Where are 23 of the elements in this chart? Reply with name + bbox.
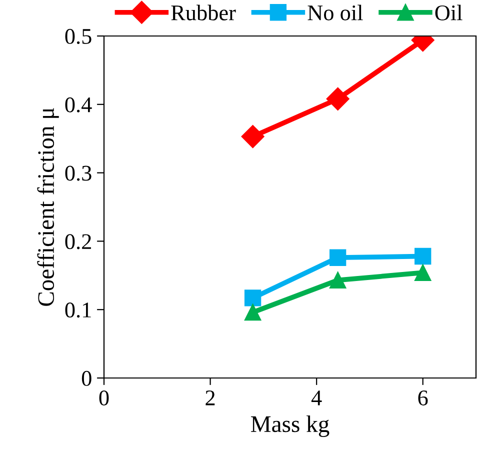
point <box>329 272 346 289</box>
legend-label: No oil <box>308 4 363 20</box>
point <box>244 290 262 306</box>
point <box>244 304 262 321</box>
y-tick-label: 0.4 <box>65 97 92 112</box>
x-axis-title: Mass kg <box>250 416 330 437</box>
y-tick-label: 0.5 <box>65 28 92 44</box>
point <box>326 87 350 110</box>
y-tick-label: 0.3 <box>65 166 92 181</box>
point <box>414 264 432 281</box>
x-tick-label: 4 <box>311 390 322 406</box>
y-axis-title: Coefficient friction μ <box>37 108 59 306</box>
y-tick-label: 0.1 <box>65 302 91 318</box>
point <box>241 125 264 148</box>
legend-label: Rubber <box>171 4 236 20</box>
legend-label: Oil <box>435 4 462 20</box>
x-tick-label: 2 <box>206 390 215 406</box>
point <box>414 248 432 265</box>
y-tick-label: 0 <box>82 370 92 386</box>
x-tick-label: 6 <box>418 390 428 406</box>
y-tick-label: 0.2 <box>65 234 91 250</box>
point <box>329 249 346 266</box>
x-tick-label: 0 <box>99 390 109 406</box>
